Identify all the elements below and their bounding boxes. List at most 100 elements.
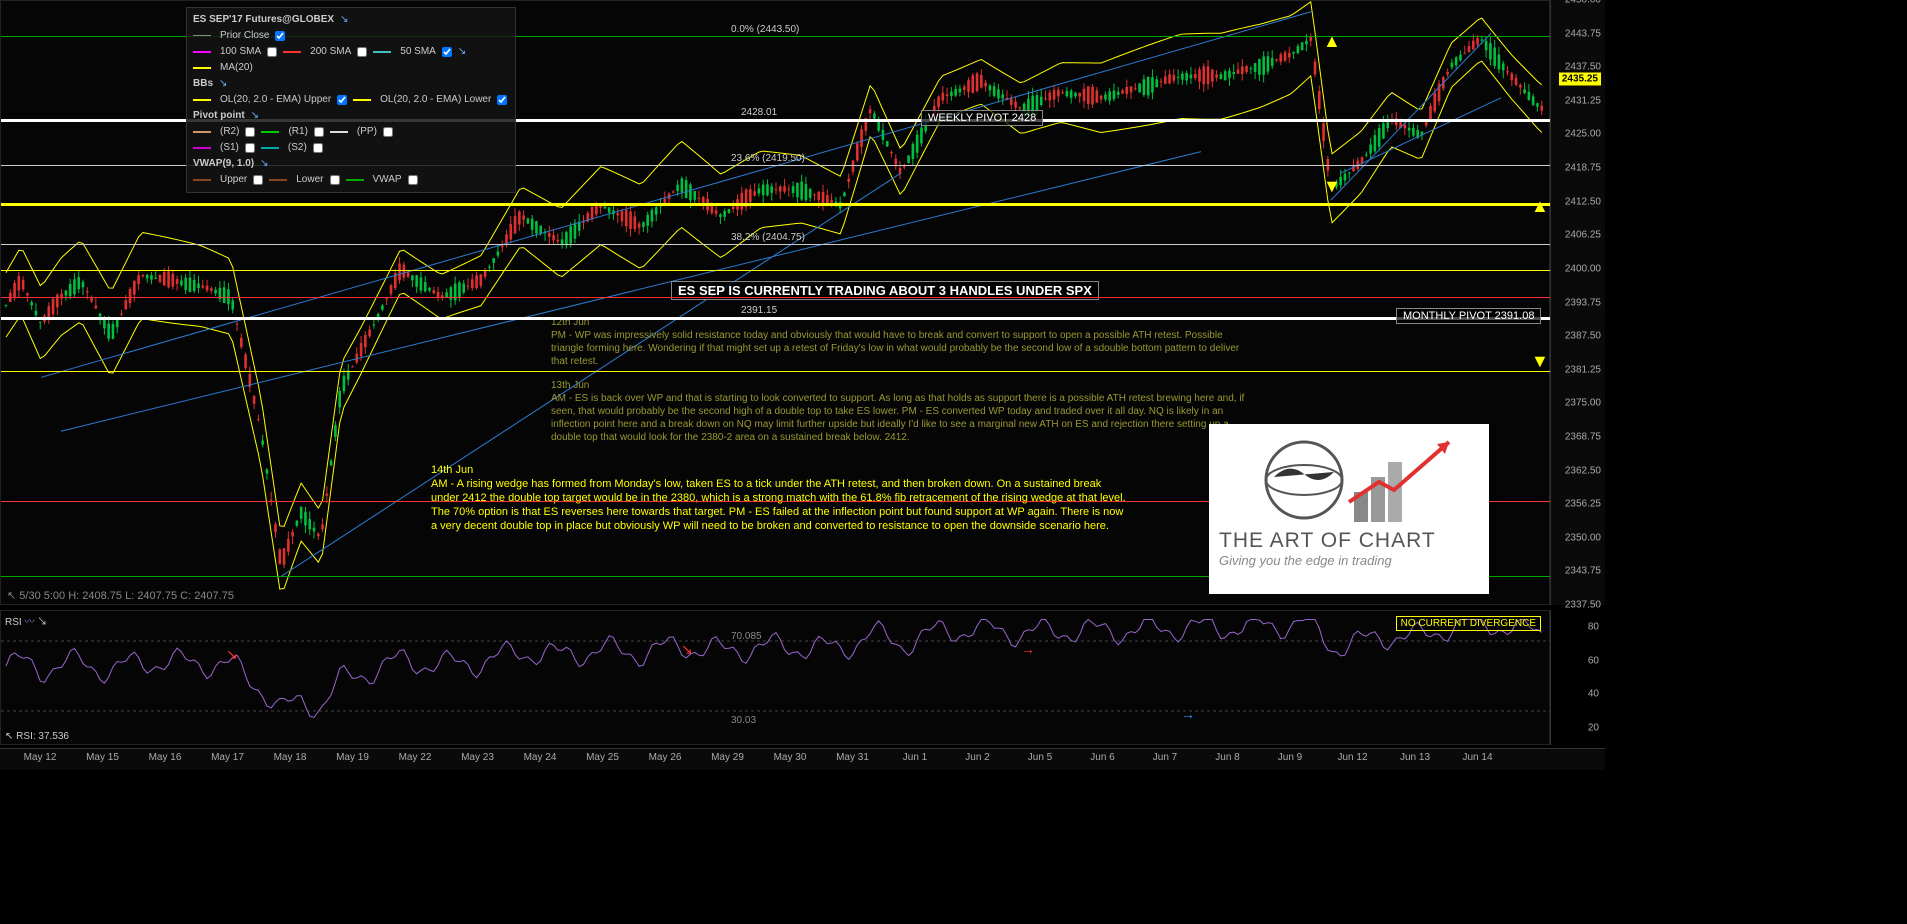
time-tick: Jun 1 — [903, 752, 927, 763]
legend-panel: ES SEP'17 Futures@GLOBEX ↘ Prior Close 1… — [186, 7, 516, 193]
annotation: 14th JunAM - A rising wedge has formed f… — [431, 463, 1131, 533]
up-arrow-icon: ▲ — [1323, 31, 1341, 52]
bbupper-checkbox[interactable] — [337, 95, 347, 105]
price-tick: 2425.00 — [1565, 129, 1601, 140]
down-arrow-icon: ▼ — [1531, 351, 1549, 372]
price-tick: 2431.25 — [1565, 95, 1601, 106]
rsi-panel[interactable]: RSI 〰 ↘ 70.085 30.03 NO CURRENT DIVERGEN… — [0, 610, 1550, 745]
time-tick: May 15 — [86, 752, 119, 763]
price-tick: 2368.75 — [1565, 431, 1601, 442]
time-axis[interactable]: May 12May 15May 16May 17May 18May 19May … — [0, 748, 1605, 770]
divergence-arrow-icon: ↘ — [681, 641, 693, 658]
r1-checkbox[interactable] — [314, 127, 324, 137]
price-tick: 2393.75 — [1565, 297, 1601, 308]
time-tick: Jun 8 — [1215, 752, 1239, 763]
arrow-icon: ↘ — [458, 44, 466, 59]
rsi-lower-level: 30.03 — [731, 715, 756, 726]
time-tick: May 31 — [836, 752, 869, 763]
legend-sma200: 200 SMA — [310, 44, 351, 59]
legend-r2: (R2) — [220, 124, 239, 139]
arrow-icon: ↘ — [260, 156, 268, 171]
sma50-checkbox[interactable] — [442, 47, 452, 57]
price-tick: 2362.50 — [1565, 465, 1601, 476]
time-tick: May 26 — [649, 752, 682, 763]
arrow-icon: ↘ — [219, 76, 227, 91]
price-tick: 2400.00 — [1565, 263, 1601, 274]
pivot-label: MONTHLY PIVOT 2391.08 — [1396, 308, 1541, 324]
rsi-title: RSI 〰 ↘ — [5, 613, 47, 628]
price-tick: 2437.50 — [1565, 62, 1601, 73]
time-tick: May 18 — [274, 752, 307, 763]
legend-pivot: Pivot point — [193, 108, 245, 123]
time-tick: Jun 12 — [1337, 752, 1367, 763]
fib-label: 23.6% (2419.50) — [731, 153, 805, 164]
time-tick: May 25 — [586, 752, 619, 763]
price-chart[interactable]: ES SEP'17 Futures@GLOBEX ↘ Prior Close 1… — [0, 0, 1550, 605]
divergence-arrow-icon: ↘ — [226, 646, 238, 663]
price-tick: 2350.00 — [1565, 532, 1601, 543]
price-tick: 2412.50 — [1565, 196, 1601, 207]
time-tick: Jun 6 — [1090, 752, 1114, 763]
time-tick: May 12 — [24, 752, 57, 763]
legend-prior-close: Prior Close — [220, 28, 269, 43]
horizontal-line — [1, 297, 1551, 298]
line-label: 2391.15 — [741, 305, 777, 316]
legend-s2: (S2) — [288, 140, 307, 155]
price-tick: 2387.50 — [1565, 331, 1601, 342]
legend-bblower: OL(20, 2.0 - EMA) Lower — [380, 92, 491, 107]
vwaplo-checkbox[interactable] — [330, 175, 340, 185]
up-arrow-icon: ▲ — [1531, 196, 1549, 217]
prior-close-checkbox[interactable] — [275, 31, 285, 41]
legend-sma50: 50 SMA — [400, 44, 436, 59]
r2-checkbox[interactable] — [245, 127, 255, 137]
s2-checkbox[interactable] — [313, 143, 323, 153]
pp-checkbox[interactable] — [383, 127, 393, 137]
vwapup-checkbox[interactable] — [253, 175, 263, 185]
price-tick: 2375.00 — [1565, 398, 1601, 409]
time-tick: May 30 — [774, 752, 807, 763]
annotation: 13th JunAM - ES is back over WP and that… — [551, 379, 1251, 444]
collapse-icon[interactable]: ↘ — [340, 12, 348, 27]
time-tick: Jun 13 — [1400, 752, 1430, 763]
fib-label: 0.0% (2443.50) — [731, 24, 799, 35]
divergence-arrow-icon: → — [1181, 706, 1195, 722]
rsi-divergence-badge: NO CURRENT DIVERGENCE — [1396, 616, 1541, 631]
legend-vwap: VWAP(9, 1.0) — [193, 156, 254, 171]
price-tick: 2381.25 — [1565, 364, 1601, 375]
rsi-tick: 20 — [1588, 723, 1599, 734]
time-tick: May 19 — [336, 752, 369, 763]
vwapline-checkbox[interactable] — [408, 175, 418, 185]
horizontal-line — [1, 203, 1551, 206]
rsi-tick: 60 — [1588, 655, 1599, 666]
legend-bbupper: OL(20, 2.0 - EMA) Upper — [220, 92, 331, 107]
time-tick: May 29 — [711, 752, 744, 763]
rsi-upper-level: 70.085 — [731, 631, 762, 642]
fib-label: 38.2% (2404.75) — [731, 232, 805, 243]
sma200-checkbox[interactable] — [357, 47, 367, 57]
legend-bbs: BBs — [193, 76, 213, 91]
annotation: 12th JunPM - WP was impressively solid r… — [551, 316, 1251, 368]
legend-s1: (S1) — [220, 140, 239, 155]
bblower-checkbox[interactable] — [497, 95, 507, 105]
price-tick: 2343.75 — [1565, 566, 1601, 577]
time-tick: Jun 7 — [1153, 752, 1177, 763]
rsi-svg: 70.085 30.03 — [1, 611, 1551, 746]
time-tick: May 23 — [461, 752, 494, 763]
s1-checkbox[interactable] — [245, 143, 255, 153]
price-axis[interactable]: 2450.002443.752437.502431.252425.002418.… — [1550, 0, 1605, 605]
time-tick: Jun 5 — [1028, 752, 1052, 763]
horizontal-line — [1, 244, 1551, 245]
time-tick: May 22 — [399, 752, 432, 763]
legend-pp: (PP) — [357, 124, 377, 139]
rsi-value: ↖ RSI: 37.536 — [5, 731, 69, 742]
logo-title: THE ART OF CHART — [1219, 529, 1479, 553]
pivot-label: WEEKLY PIVOT 2428 — [921, 110, 1043, 126]
arrow-icon: ↘ — [251, 108, 259, 123]
ohlc-status: ↖ 5/30 5:00 H: 2408.75 L: 2407.75 C: 240… — [7, 589, 234, 602]
time-tick: Jun 2 — [965, 752, 989, 763]
horizontal-line — [1, 371, 1551, 372]
sma100-checkbox[interactable] — [267, 47, 277, 57]
price-tick: 2418.75 — [1565, 163, 1601, 174]
price-tick: 2450.00 — [1565, 0, 1601, 6]
legend-vwapline: VWAP — [373, 172, 402, 187]
